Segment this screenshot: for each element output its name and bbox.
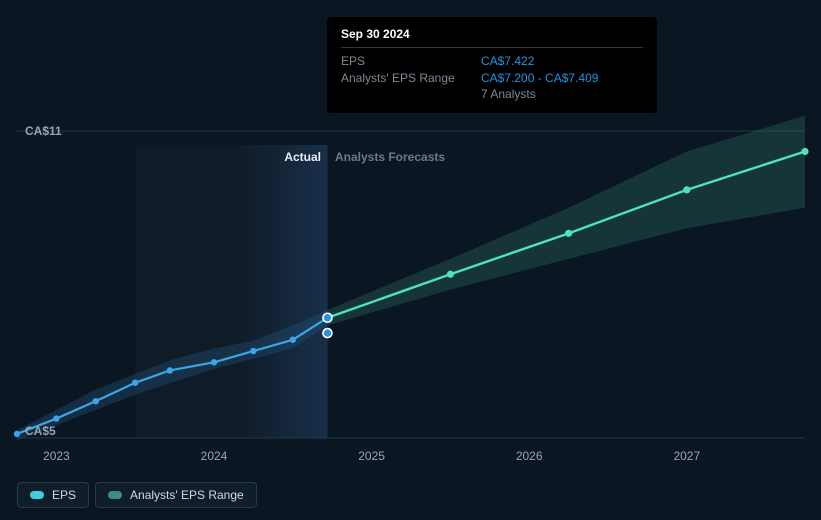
- x-axis-tick: 2024: [201, 449, 228, 463]
- x-axis-tick: 2025: [358, 449, 385, 463]
- x-axis-tick: 2023: [43, 449, 70, 463]
- tooltip-divider: [341, 47, 643, 48]
- legend-label: EPS: [52, 488, 76, 502]
- chart-tooltip: Sep 30 2024 EPS CA$7.422 Analysts' EPS R…: [327, 17, 657, 113]
- legend-swatch-eps: [30, 491, 44, 499]
- y-axis-min-label: CA$5: [25, 424, 56, 438]
- tooltip-label: EPS: [341, 54, 461, 68]
- legend-item-eps[interactable]: EPS: [17, 482, 89, 508]
- section-label-actual: Actual: [284, 150, 321, 164]
- section-label-forecast: Analysts Forecasts: [335, 150, 445, 164]
- legend-label: Analysts' EPS Range: [130, 488, 244, 502]
- tooltip-sub: 7 Analysts: [481, 87, 643, 101]
- legend-swatch-range: [108, 491, 122, 499]
- eps-forecast-chart: CA$11 CA$5 Actual Analysts Forecasts Sep…: [0, 0, 821, 520]
- tooltip-date: Sep 30 2024: [341, 27, 643, 41]
- tooltip-row-eps: EPS CA$7.422: [341, 54, 643, 68]
- x-axis-tick: 2027: [673, 449, 700, 463]
- x-axis-tick: 2026: [516, 449, 543, 463]
- legend-item-range[interactable]: Analysts' EPS Range: [95, 482, 257, 508]
- tooltip-label: Analysts' EPS Range: [341, 71, 461, 85]
- tooltip-row-range: Analysts' EPS Range CA$7.200 - CA$7.409: [341, 71, 643, 85]
- tooltip-value: CA$7.200 - CA$7.409: [481, 71, 598, 85]
- legend: EPS Analysts' EPS Range: [17, 482, 257, 508]
- y-axis-max-label: CA$11: [25, 124, 62, 138]
- tooltip-value: CA$7.422: [481, 54, 534, 68]
